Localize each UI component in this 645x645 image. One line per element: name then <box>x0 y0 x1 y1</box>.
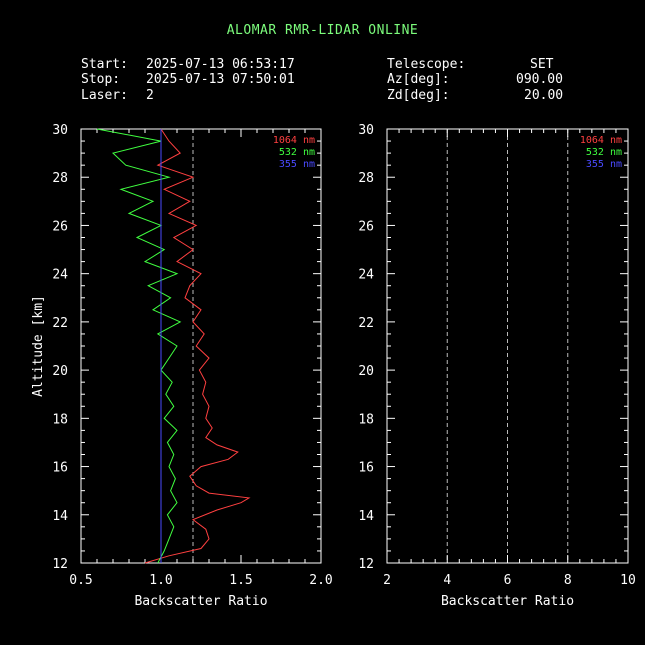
legend-entry: 532 nm <box>279 147 315 158</box>
x-tick-label: 1.0 <box>149 573 172 588</box>
legend-entry: 532 nm <box>586 147 622 158</box>
x-tick-label: 6 <box>504 573 512 588</box>
x-axis-label: Backscatter Ratio <box>134 594 267 609</box>
zd-label: Zd[deg]: <box>387 88 450 103</box>
legend-entry: 355 nm <box>279 159 315 170</box>
x-tick-label: 8 <box>564 573 572 588</box>
y-tick-label: 16 <box>52 461 68 476</box>
y-tick-label: 12 <box>52 557 68 572</box>
y-tick-label: 14 <box>358 509 374 524</box>
y-tick-label: 30 <box>358 123 374 138</box>
y-tick-label: 30 <box>52 123 68 138</box>
zd-value: 20.00 <box>524 88 564 103</box>
y-axis-label: Altitude [km] <box>31 295 46 397</box>
y-tick-label: 28 <box>358 171 374 186</box>
y-tick-label: 16 <box>358 461 374 476</box>
x-tick-label: 1.5 <box>229 573 252 588</box>
x-tick-label: 2 <box>383 573 391 588</box>
y-tick-label: 24 <box>52 268 68 283</box>
y-tick-label: 20 <box>52 364 68 379</box>
legend-entry: 1064 nm <box>273 135 315 146</box>
y-tick-label: 14 <box>52 509 68 524</box>
start-value: 2025-07-13 06:53:17 <box>146 57 295 72</box>
chart-panel-1: 0.5 1.0 1.5 2.0 12 14 16 18 20 22 24 26 28 30 Backscat… <box>31 123 333 609</box>
start-label: Start: <box>81 57 128 72</box>
az-value: 090.00 <box>516 72 563 87</box>
y-tick-label: 22 <box>358 316 374 331</box>
y-tick-label: 22 <box>52 316 68 331</box>
y-tick-label: 26 <box>358 219 374 234</box>
y-tick-label: 24 <box>358 268 374 283</box>
x-axis-label: Backscatter Ratio <box>441 594 574 609</box>
stop-value: 2025-07-13 07:50:01 <box>146 72 295 87</box>
y-tick-label: 12 <box>358 557 374 572</box>
y-tick-label: 28 <box>52 171 68 186</box>
legend-entry: 1064 nm <box>580 135 622 146</box>
laser-label: Laser: <box>81 88 128 103</box>
y-tick-label: 18 <box>52 412 68 427</box>
laser-value: 2 <box>146 88 154 103</box>
x-tick-label: 10 <box>620 573 636 588</box>
x-tick-label: 0.5 <box>69 573 92 588</box>
x-tick-label: 4 <box>443 573 451 588</box>
page-title: ALOMAR RMR-LIDAR ONLINE <box>226 23 419 38</box>
telescope-value: SET <box>530 57 554 72</box>
legend-entry: 355 nm <box>586 159 622 170</box>
y-tick-label: 18 <box>358 412 374 427</box>
x-tick-label: 2.0 <box>309 573 332 588</box>
az-label: Az[deg]: <box>387 72 450 87</box>
plot-frame <box>80 128 322 564</box>
telescope-label: Telescope: <box>387 57 466 72</box>
series-line-1064-nm <box>144 128 251 564</box>
y-tick-label: 26 <box>52 219 68 234</box>
series-line-532-nm <box>96 128 182 564</box>
y-tick-label: 20 <box>358 364 374 379</box>
stop-label: Stop: <box>81 72 121 87</box>
